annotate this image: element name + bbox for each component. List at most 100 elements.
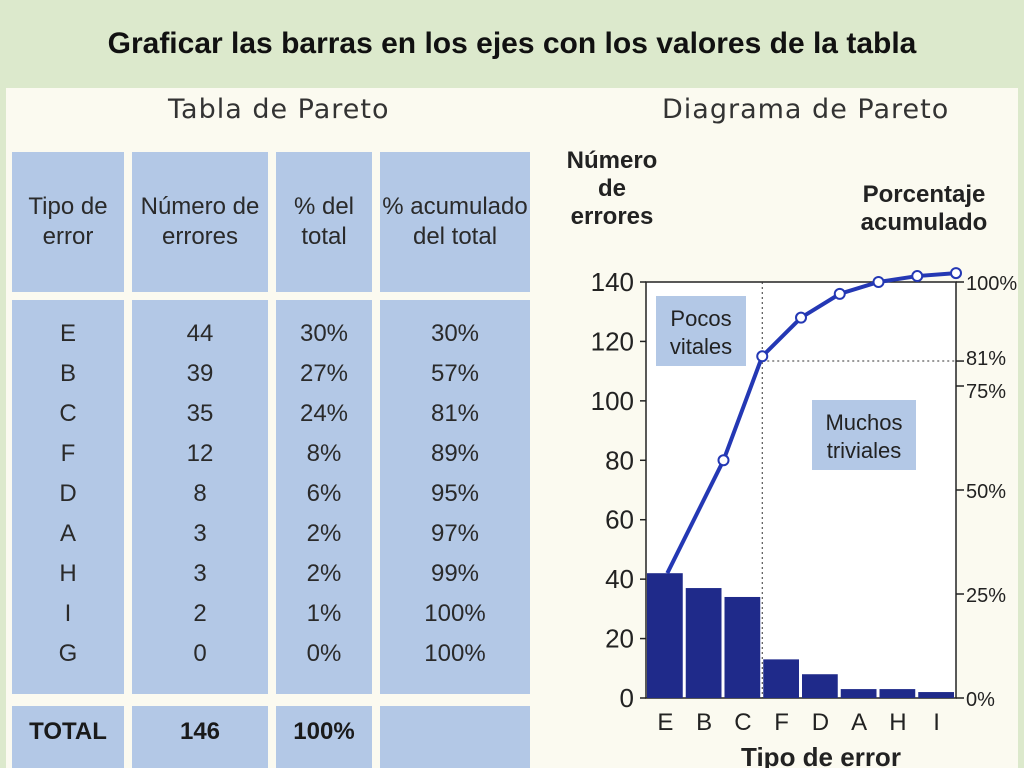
bar-i <box>918 692 954 698</box>
x-tick-label: F <box>774 709 789 736</box>
cell-porcentaje: 6% <box>306 480 342 507</box>
annotation-trivial-line1: Muchos <box>825 410 902 435</box>
y2-axis-title-line1: Porcentaje <box>863 181 986 208</box>
header-porcentaje: % del total <box>293 193 355 250</box>
header-tipo: Tipo de error <box>28 193 108 250</box>
table-column-bg <box>12 152 124 768</box>
x-axis-title: Tipo de error <box>741 742 901 768</box>
total-label: TOTAL <box>29 718 107 745</box>
y2-tick-label: 75% <box>966 381 1006 403</box>
y-tick-label: 20 <box>605 624 634 654</box>
cell-numero: 12 <box>186 440 214 467</box>
cell-numero: 3 <box>193 520 207 547</box>
annotation-box-vital <box>656 296 746 366</box>
y-tick-label: 100 <box>591 386 634 416</box>
total-divider <box>6 694 536 706</box>
annotation-box-trivial <box>812 400 916 470</box>
cell-tipo: E <box>59 320 76 347</box>
y2-tick-label: 25% <box>966 585 1006 607</box>
cell-acumulado: 100% <box>424 600 486 627</box>
annotation-trivial-line2: triviales <box>827 438 902 463</box>
bar-c <box>724 596 761 698</box>
cell-numero: 3 <box>193 560 207 587</box>
y2-tick-label: 100% <box>966 273 1017 295</box>
y2-axis-title-line2: acumulado <box>861 209 988 236</box>
cell-porcentaje: 24% <box>299 400 349 427</box>
table-caption: Tabla de Pareto <box>168 94 390 125</box>
cumulative-point <box>795 311 807 324</box>
cell-tipo: D <box>59 480 77 507</box>
cell-tipo: I <box>64 600 72 627</box>
x-tick-label: B <box>696 709 712 736</box>
cell-porcentaje: 8% <box>306 440 342 467</box>
cell-tipo: F <box>60 440 76 467</box>
total-cumulative <box>380 712 530 752</box>
cell-acumulado: 57% <box>430 360 480 387</box>
cumulative-line <box>665 271 957 575</box>
pareto-table: Tipo de error Número de errores % del to… <box>6 152 536 768</box>
header-numero: Número de errores <box>140 193 260 250</box>
cell-numero: 35 <box>186 400 214 427</box>
cumulative-point <box>833 287 846 300</box>
cell-acumulado: 30% <box>430 320 480 347</box>
x-tick-label: C <box>734 709 751 736</box>
header-divider <box>6 292 536 300</box>
cell-acumulado: 81% <box>430 400 480 427</box>
bar-b <box>685 588 722 698</box>
cell-tipo: C <box>59 400 77 427</box>
cell-numero: 39 <box>186 360 214 387</box>
cumulative-point <box>872 276 885 288</box>
y-tick-label: 0 <box>620 683 634 713</box>
cell-tipo: H <box>59 560 77 587</box>
cell-porcentaje: 0% <box>306 640 342 667</box>
table-column-bg <box>132 152 268 768</box>
cumulative-point <box>756 350 769 363</box>
cumulative-point <box>950 267 962 280</box>
y-tick-label: 80 <box>605 445 634 475</box>
annotation-vital-line2: vitales <box>670 334 732 359</box>
y-tick-label: 140 <box>591 267 634 297</box>
annotation-vital-line1: Pocos <box>670 306 731 331</box>
cell-acumulado: 95% <box>430 480 480 507</box>
cell-porcentaje: 27% <box>299 360 349 387</box>
y-axis-title-line1: Número <box>567 147 658 174</box>
x-tick-label: D <box>812 709 829 736</box>
cell-porcentaje: 1% <box>306 600 342 627</box>
y-axis-title-line3: errores <box>571 203 654 230</box>
bar-e <box>647 573 683 698</box>
table-column-bg <box>276 152 372 768</box>
cumulative-point <box>717 454 730 467</box>
total-percent: 100% <box>293 718 355 745</box>
x-tick-label: I <box>933 709 940 736</box>
bar-f <box>763 659 799 698</box>
cell-porcentaje: 2% <box>306 520 342 547</box>
cell-acumulado: 97% <box>430 520 480 547</box>
table-column-bg <box>380 152 530 768</box>
cell-numero: 2 <box>193 600 207 627</box>
cell-acumulado: 99% <box>430 560 480 587</box>
x-tick-label: A <box>851 709 867 736</box>
y-axis-title-line2: de <box>598 175 626 202</box>
y-tick-label: 120 <box>591 326 634 356</box>
cell-acumulado: 100% <box>424 640 486 667</box>
cell-numero: 8 <box>193 480 207 507</box>
cell-tipo: A <box>59 520 76 547</box>
y2-tick-label: 50% <box>966 481 1006 503</box>
bar-a <box>840 689 877 698</box>
cell-porcentaje: 30% <box>299 320 349 347</box>
cell-tipo: B <box>59 360 76 387</box>
x-tick-label: H <box>889 709 906 736</box>
bar-d <box>802 674 838 698</box>
y2-tick-label: 0% <box>966 689 995 711</box>
total-count: 146 <box>179 718 221 745</box>
y-tick-label: 40 <box>605 564 634 594</box>
y2-tick-label: 81% <box>966 348 1006 370</box>
x-tick-label: E <box>657 709 673 736</box>
cell-numero: 0 <box>193 640 207 667</box>
chart-caption: Diagrama de Pareto <box>662 94 950 125</box>
cumulative-point <box>911 270 924 283</box>
bar-h <box>879 689 916 698</box>
cell-numero: 44 <box>186 320 214 347</box>
pareto-chart: Número de errores Porcentaje acumulado 0… <box>567 147 1018 768</box>
header-acumulado: % acumulado del total <box>382 193 528 250</box>
